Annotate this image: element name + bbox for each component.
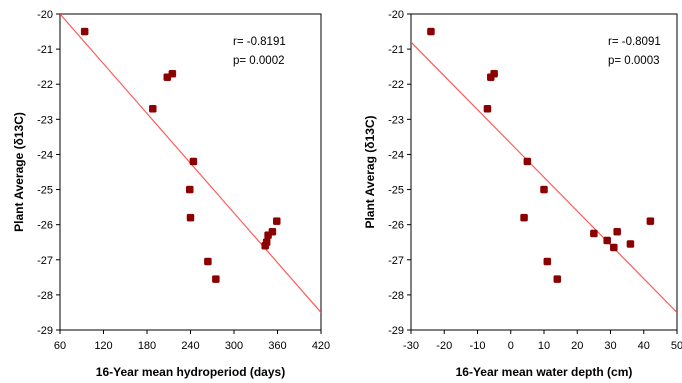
chart-2-data-point (490, 69, 498, 78)
chart-2-data-point (613, 227, 621, 236)
chart-1-y-tick-label: -29 (37, 325, 53, 337)
chart-2-data-point (540, 185, 548, 194)
chart-1-y-tick-label: -22 (37, 79, 53, 91)
chart-2-group: -20 -21 -22 -23 -24 -25 -26 -27 -28 -29 -30 -20 -10 0… (363, 9, 682, 379)
chart-2-data-point (427, 27, 435, 36)
chart-1-data-point (204, 257, 212, 266)
chart-1-x-axis-title: 16-Year mean hydroperiod (days) (96, 365, 285, 379)
chart-2-y-tick-label: -26 (388, 220, 404, 232)
chart-2-data-point (543, 257, 552, 266)
chart-1-x-tick-label: 360 (268, 340, 286, 352)
chart-2-x-tick-label: 10 (538, 340, 550, 352)
chart-2-y-tick-label: -24 (388, 149, 404, 161)
chart-2-r-annotation: r= -0.8091 (608, 36, 661, 48)
chart-1-data-point (273, 217, 281, 225)
chart-1-data-point (149, 105, 157, 113)
chart-2-x-tick-label: 20 (571, 340, 583, 352)
chart-2-y-tick-label: -23 (388, 114, 404, 126)
chart-1-x-tick-label: 420 (312, 340, 330, 352)
chart-1-x-tick-label: 180 (138, 340, 156, 352)
chart-2-data-point (523, 157, 532, 166)
chart-1-y-tick-label: -24 (37, 149, 53, 161)
chart-2-data-point (626, 240, 635, 248)
chart-1-data-point (261, 241, 269, 250)
chart-1-x-tick-label: 300 (225, 340, 243, 352)
chart-2-y-tick-label: -28 (388, 290, 404, 302)
chart-1-y-tick-label: -26 (37, 220, 53, 232)
chart-1-x-tick-label: 120 (94, 340, 112, 352)
chart-1-x-tick-label: 60 (54, 340, 66, 352)
chart-1-data-point (264, 231, 272, 239)
chart-2-x-tick-label: -30 (403, 340, 419, 352)
chart-2-data-point (603, 236, 611, 245)
chart-2-x-tick-label: -20 (436, 340, 452, 352)
chart-2-data-point (610, 243, 618, 252)
chart-1-p-annotation: p= 0.0002 (233, 55, 284, 67)
chart-2-y-tick-label: -20 (388, 9, 404, 21)
chart-2-regression-line (411, 41, 677, 313)
chart-1-y-tick-label: -27 (37, 255, 53, 267)
chart-2-y-axis-title: Plant Averag (δ13C) (363, 115, 377, 228)
chart-2-x-tick-label: -10 (470, 340, 486, 352)
chart-2-data-point (646, 217, 655, 225)
chart-2-x-tick-label: 50 (671, 340, 682, 352)
chart-1-y-tick-label: -23 (37, 114, 53, 126)
chart-2-data-point (520, 213, 528, 222)
chart-2-x-tick-label: 0 (508, 340, 514, 352)
chart-2-p-annotation: p= 0.0003 (608, 55, 659, 67)
chart-1-data-point (212, 275, 220, 283)
chart-2-y-tick-label: -22 (388, 79, 404, 91)
chart-1-y-tick-label: -25 (37, 185, 53, 197)
chart-2-y-tick-label: -25 (388, 185, 404, 197)
chart-1-r-annotation: r= -0.8191 (233, 36, 286, 48)
chart-1-y-tick-label: -21 (37, 44, 53, 56)
chart-1-data-point (189, 157, 198, 166)
chart-2-data-point (590, 229, 598, 238)
chart-2-x-tick-label: 30 (604, 340, 616, 352)
chart-2-data-point (483, 105, 492, 113)
chart-2-y-tick-label: -27 (388, 255, 404, 267)
chart-2-data-point (553, 275, 562, 283)
chart-1-data-point (186, 213, 195, 222)
chart-2-x-tick-label: 40 (638, 340, 650, 352)
chart-1-data-point (168, 69, 177, 78)
chart-2-x-axis-title: 16-Year mean water depth (cm) (456, 365, 633, 379)
chart-2-y-tick-label: -29 (388, 325, 404, 337)
chart-1-y-tick-label: -28 (37, 290, 53, 302)
chart-2-y-tick-label: -21 (388, 44, 404, 56)
chart-1-data-point (80, 27, 89, 36)
chart-1-y-tick-label: -20 (37, 9, 53, 21)
chart-1-data-point (186, 185, 194, 194)
chart-1-x-tick-label: 240 (181, 340, 199, 352)
chart-1-y-axis-title: Plant Average (δ13C) (12, 112, 26, 232)
